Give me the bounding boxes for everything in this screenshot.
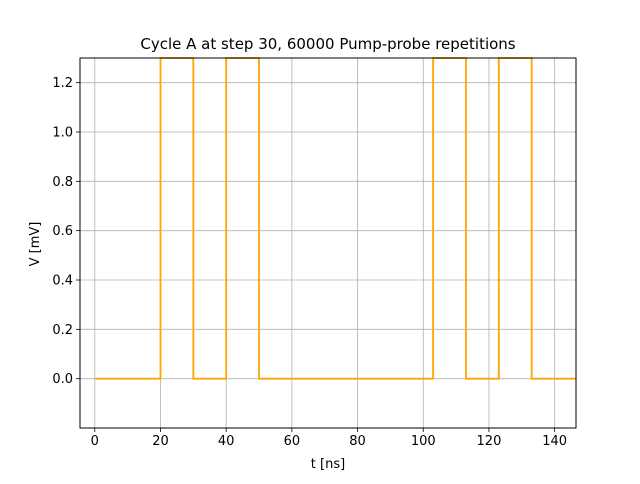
y-tick-label: 1.2 [52,76,73,91]
y-tick-label: 0.6 [52,224,73,239]
y-tick-label: 0.4 [52,274,73,289]
x-tick-label: 140 [542,434,567,449]
x-tick-label: 100 [411,434,436,449]
x-axis-label: t [ns] [311,457,345,472]
axes-frame [79,57,577,429]
x-tick-label: 20 [152,434,169,449]
y-tick-label: 0.0 [52,372,73,387]
y-tick-label: 0.8 [52,175,73,190]
x-tick-label: 0 [91,434,99,449]
chart-title: Cycle A at step 30, 60000 Pump-probe rep… [140,35,515,53]
y-tick-label: 1.0 [52,126,73,141]
x-tick-label: 60 [284,434,301,449]
y-axis-label: V [mV] [28,222,43,267]
x-tick-label: 120 [477,434,502,449]
grid [80,58,576,428]
x-tick-label: 40 [218,434,235,449]
y-tick-label: 0.2 [52,323,73,338]
x-tick-label: 80 [349,434,366,449]
ticks: 0 20 40 60 80 100 120 140 0.0 0.2 0.4 0.6 0.8 1.0 1.2 [52,76,567,449]
